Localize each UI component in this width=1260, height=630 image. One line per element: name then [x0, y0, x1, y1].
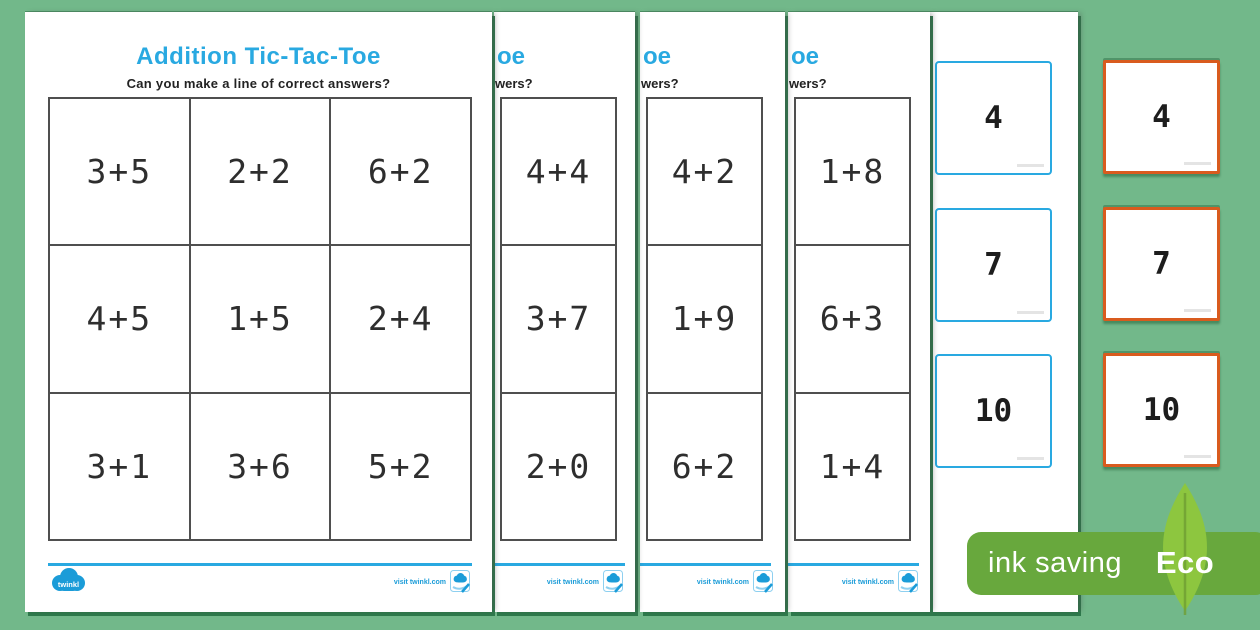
- page-title-fragment: oe: [791, 43, 820, 70]
- visit-link-label: visit twinkl.com: [393, 579, 446, 586]
- visit-link-label: visit twinkl.com: [546, 579, 599, 586]
- grid-cell: 2+0: [502, 393, 615, 539]
- twinkl-cloud-logo: twinkl: [52, 568, 85, 591]
- answer-card-orange: 7: [1103, 207, 1220, 321]
- grid-cell: 6+3: [796, 246, 909, 392]
- answer-card-value: 4: [1152, 99, 1171, 135]
- grid-cell: 4+2: [648, 99, 761, 245]
- answer-card-value: 7: [1152, 246, 1171, 282]
- grid-cell: 1+9: [648, 246, 761, 392]
- grid-cell: 6+2: [331, 99, 470, 245]
- answer-card-value: 10: [974, 393, 1013, 429]
- page-title-fragment: oe: [497, 43, 526, 70]
- answer-card-blue: 7: [935, 208, 1052, 322]
- tictactoe-grid-column: 4+2 1+9 6+2: [646, 97, 763, 541]
- card-watermark: [1184, 309, 1211, 312]
- grid-cell: 2+2: [190, 99, 330, 245]
- answer-card-blue: 10: [935, 354, 1052, 468]
- footer-rule: [48, 563, 472, 566]
- twinkl-stamp-icon: [603, 570, 623, 593]
- visit-link-label: visit twinkl.com: [841, 579, 894, 586]
- card-watermark: [1184, 162, 1211, 165]
- ink-saving-badge: ink saving: [967, 532, 1260, 595]
- worksheet-title: Addition Tic-Tac-Toe: [136, 43, 381, 70]
- worksheet-subtitle: Can you make a line of correct answers?: [126, 76, 391, 91]
- twinkl-stamp-icon: [898, 570, 918, 593]
- page-subtitle-fragment: wers?: [495, 76, 533, 91]
- answer-card-value: 10: [1142, 392, 1181, 428]
- twinkl-logo-label: twinkl: [58, 580, 79, 589]
- footer-rule: [788, 563, 919, 566]
- grid-cell: 6+2: [648, 393, 761, 539]
- grid-cell: 1+8: [796, 99, 909, 245]
- ink-saving-label: ink saving: [988, 547, 1122, 579]
- eco-label: Eco: [1155, 545, 1215, 580]
- grid-cell: 3+5: [50, 99, 189, 245]
- grid-cell: 1+5: [190, 246, 330, 392]
- grid-cell: 3+7: [502, 246, 615, 392]
- worksheet-page-4: oe wers? 1+8 6+3 1+4 visit twinkl.com: [788, 12, 930, 612]
- answer-cards-page: 4 7 10: [930, 12, 1078, 612]
- twinkl-stamp-icon: [450, 570, 470, 593]
- page-title-fragment: oe: [643, 43, 672, 70]
- page-footer: visit twinkl.com: [394, 570, 470, 596]
- grid-cell: 1+4: [796, 393, 909, 539]
- card-watermark: [1017, 164, 1044, 167]
- page-footer: visit twinkl.com: [547, 570, 623, 596]
- tictactoe-grid: 3+5 2+2 6+2 4+5 1+5 2+4 3+1 3+6 5+2: [48, 97, 472, 541]
- page-subtitle-fragment: wers?: [641, 76, 679, 91]
- grid-cell: 2+4: [331, 246, 470, 392]
- eco-leaf-icon: [1163, 483, 1207, 615]
- worksheet-page-2: oe wers? 4+4 3+7 2+0 visit twinkl.com: [494, 12, 635, 612]
- tictactoe-grid-column: 1+8 6+3 1+4: [794, 97, 911, 541]
- grid-cell: 4+4: [502, 99, 615, 245]
- tictactoe-grid-column: 4+4 3+7 2+0: [500, 97, 617, 541]
- footer-rule: [494, 563, 625, 566]
- grid-cell: 3+6: [190, 393, 330, 539]
- card-watermark: [1017, 457, 1044, 460]
- footer-rule: [640, 563, 771, 566]
- page-footer: visit twinkl.com: [842, 570, 918, 596]
- twinkl-stamp-icon: [753, 570, 773, 593]
- grid-cell: 4+5: [50, 246, 189, 392]
- grid-cell: 5+2: [331, 393, 470, 539]
- answer-card-orange: 4: [1103, 60, 1220, 174]
- visit-link-label: visit twinkl.com: [696, 579, 749, 586]
- worksheet-page-1: Addition Tic-Tac-Toe Can you make a line…: [25, 12, 492, 612]
- answer-card-value: 4: [984, 100, 1003, 136]
- card-watermark: [1184, 455, 1211, 458]
- answer-card-orange: 10: [1103, 353, 1220, 467]
- page-subtitle-fragment: wers?: [789, 76, 827, 91]
- answer-card-blue: 4: [935, 61, 1052, 175]
- card-watermark: [1017, 311, 1044, 314]
- worksheet-page-3: oe wers? 4+2 1+9 6+2 visit twinkl.com: [640, 12, 785, 612]
- answer-card-value: 7: [984, 247, 1003, 283]
- page-footer: visit twinkl.com: [697, 570, 773, 596]
- grid-cell: 3+1: [50, 393, 189, 539]
